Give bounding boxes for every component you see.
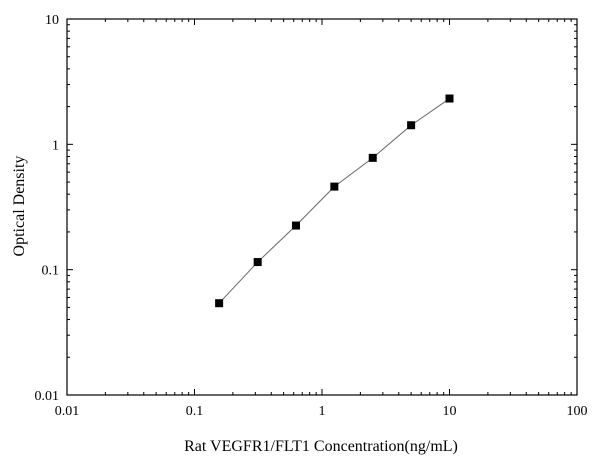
axes [66, 18, 578, 396]
series-layer [215, 94, 454, 308]
data-point [445, 94, 454, 103]
data-point [330, 182, 339, 191]
data-point [368, 153, 377, 162]
x-tick-label: 1 [319, 404, 326, 419]
data-point [407, 121, 416, 130]
tick-labels: 0.01 0.1 1 10 100 0.01 0.1 1 10 [35, 13, 588, 419]
x-tick-label: 0.1 [186, 404, 204, 419]
data-point [253, 258, 262, 267]
x-tick-label: 10 [443, 404, 457, 419]
data-point [291, 221, 300, 230]
y-axis-title: Optical Density [11, 156, 28, 257]
y-tick-label: 0.01 [35, 389, 60, 404]
y-tick-label: 0.1 [42, 264, 60, 279]
plot-frame [66, 18, 578, 396]
x-tick-label: 100 [567, 404, 588, 419]
y-tick-label: 1 [52, 138, 59, 153]
x-tick-label: 0.01 [55, 404, 80, 419]
y-tick-label: 10 [45, 13, 59, 28]
data-point [215, 299, 224, 308]
x-axis-title: Rat VEGFR1/FLT1 Concentration(ng/mL) [184, 438, 458, 455]
